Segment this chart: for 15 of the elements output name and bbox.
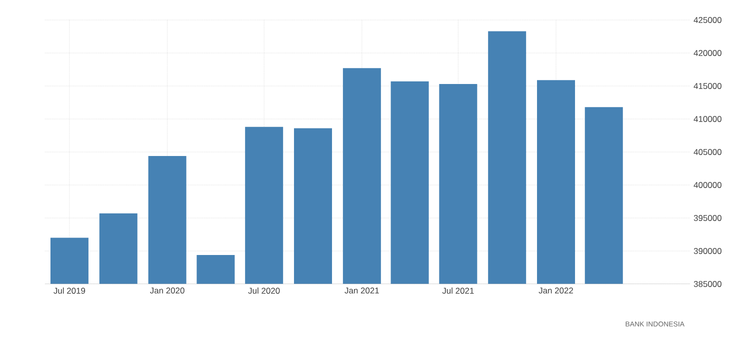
y-tick-label: 400000 xyxy=(694,182,722,188)
y-tick-label: 410000 xyxy=(694,116,722,122)
y-tick-label: 415000 xyxy=(694,83,722,89)
y-tick-label: 420000 xyxy=(694,50,722,56)
x-tick-label: Jul 2020 xyxy=(248,288,280,294)
x-tick-label: Jan 2022 xyxy=(538,288,573,294)
y-tick-label: 405000 xyxy=(694,149,722,155)
y-tick-label: 425000 xyxy=(694,17,722,23)
y-tick-label: 390000 xyxy=(694,248,722,254)
x-tick-label: Jul 2019 xyxy=(54,288,86,294)
y-tick-label: 385000 xyxy=(694,281,722,287)
x-tick-label: Jan 2020 xyxy=(150,288,184,294)
x-tick-label: Jan 2021 xyxy=(344,288,379,294)
y-tick-label: 395000 xyxy=(694,215,722,221)
x-tick-label: Jul 2021 xyxy=(442,288,474,294)
